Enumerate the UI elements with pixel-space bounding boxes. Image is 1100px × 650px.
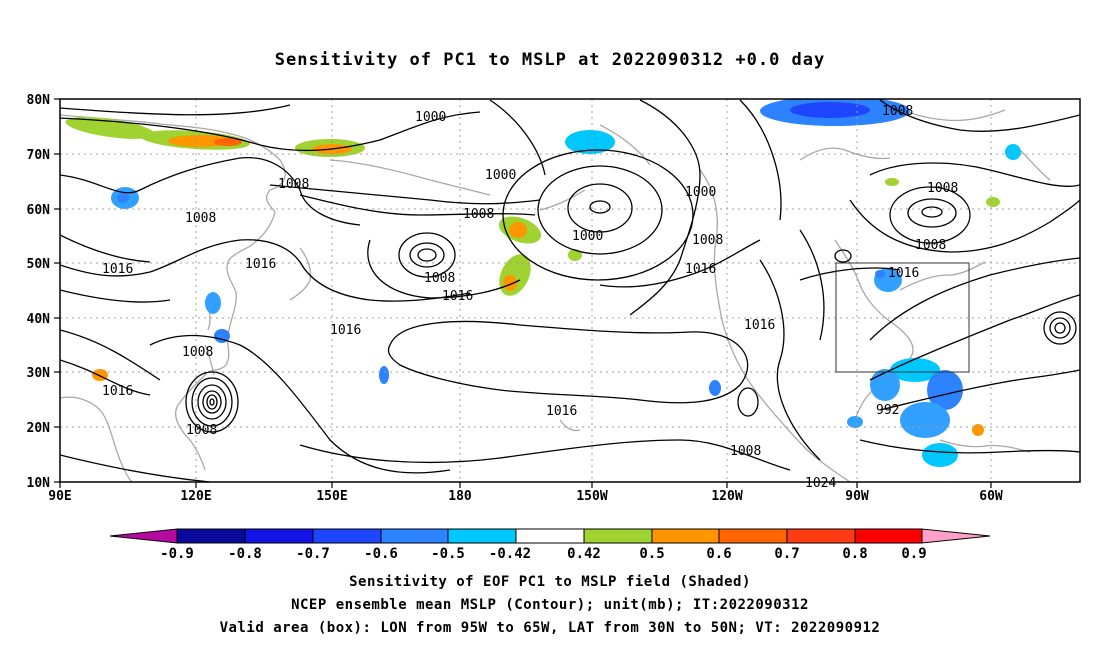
colorbar	[109, 528, 991, 544]
colorbar-cell	[583, 528, 653, 544]
latitude-axis: 80N 70N 60N 50N 40N 30N 20N 10N	[27, 93, 51, 491]
contour-label: 1000	[685, 185, 716, 200]
lat-label: 70N	[27, 148, 51, 163]
valid-area-box	[835, 262, 970, 373]
colorbar-cell	[312, 528, 382, 544]
colorbar-cell	[786, 528, 856, 544]
contour-label: 1008	[915, 238, 946, 253]
lat-label: 30N	[27, 366, 51, 381]
contour-label: 1008	[182, 345, 213, 360]
colorbar-cell	[109, 528, 178, 544]
colorbar-cell	[515, 528, 585, 544]
lon-label: 150E	[316, 489, 347, 504]
graticule	[60, 99, 1080, 482]
contour-label: 1016	[102, 262, 133, 277]
contour-label: 1008	[730, 444, 761, 459]
colorbar-cell	[176, 528, 246, 544]
colorbar-label: 0.8	[842, 546, 867, 562]
colorbar-label: -0.8	[228, 546, 262, 562]
colorbar-cell	[244, 528, 314, 544]
caption-contour: NCEP ensemble mean MSLP (Contour); unit(…	[291, 597, 809, 613]
map-frame	[59, 98, 1081, 483]
contour-label: 1008	[463, 207, 494, 222]
lon-label: 120W	[711, 489, 742, 504]
lon-label: 120E	[180, 489, 211, 504]
colorbar-label: -0.9	[160, 546, 194, 562]
colorbar-label: -0.6	[364, 546, 398, 562]
lon-label: 90E	[48, 489, 71, 504]
lon-label: 90W	[845, 489, 869, 504]
contour-label: 1008	[692, 233, 723, 248]
lat-label: 60N	[27, 203, 51, 218]
contour-label: 1008	[278, 177, 309, 192]
contour-label: 992	[876, 403, 899, 418]
colorbar-cell	[380, 528, 449, 544]
contour-label: 1016	[546, 404, 577, 419]
colorbar-label: -0.42	[489, 546, 531, 562]
colorbar-label: 0.9	[901, 546, 926, 562]
colorbar-label: 0.5	[639, 546, 664, 562]
contour-label: 1016	[888, 266, 919, 281]
contour-label: 1024	[805, 476, 836, 491]
colorbar-cell	[651, 528, 720, 544]
colorbar-label: 0.7	[774, 546, 799, 562]
contour-label: 1000	[485, 168, 516, 183]
caption-valid-area: Valid area (box): LON from 95W to 65W, L…	[219, 620, 881, 636]
lon-label: 60W	[979, 489, 1003, 504]
colorbar-labels: -0.9 -0.8 -0.7 -0.6 -0.5 -0.42 0.42 0.5 …	[160, 546, 927, 562]
colorbar-label: -0.5	[431, 546, 465, 562]
lat-label: 10N	[27, 476, 51, 491]
longitude-axis: 90E 120E 150E 180 150W 120W 90W 60W	[48, 489, 1003, 504]
lat-label: 40N	[27, 312, 51, 327]
colorbar-label: 0.42	[567, 546, 601, 562]
contour-labels: 1000 1000 1000 1008 1008 1008 1008 1008 …	[102, 104, 958, 491]
contour-label: 1000	[415, 110, 446, 125]
contour-label: 1016	[442, 289, 473, 304]
colorbar-label: -0.7	[296, 546, 330, 562]
lat-label: 50N	[27, 257, 51, 272]
contour-label: 1016	[744, 318, 775, 333]
contour-label: 1016	[102, 384, 133, 399]
contour-label: 1008	[882, 104, 913, 119]
lon-label: 150W	[576, 489, 607, 504]
caption-shading: Sensitivity of EOF PC1 to MSLP field (Sh…	[349, 574, 751, 590]
lat-label: 20N	[27, 421, 51, 436]
lat-label: 80N	[27, 93, 51, 108]
colorbar-cell	[718, 528, 788, 544]
colorbar-cell	[854, 528, 923, 544]
colorbar-label: 0.6	[706, 546, 731, 562]
mslp-contours	[60, 99, 1080, 482]
contour-label: 1008	[186, 423, 217, 438]
lon-label: 180	[448, 489, 472, 504]
colorbar-cell	[921, 528, 991, 544]
contour-label: 1008	[424, 271, 455, 286]
colorbar-cell	[447, 528, 517, 544]
contour-label: 1008	[185, 211, 216, 226]
latitude-ticks	[54, 98, 992, 488]
contour-label: 1016	[685, 262, 716, 277]
contour-label: 1000	[572, 229, 603, 244]
map-title: Sensitivity of PC1 to MSLP at 2022090312…	[274, 50, 826, 70]
contour-label: 1008	[927, 181, 958, 196]
contour-label: 1016	[245, 257, 276, 272]
contour-label: 1016	[330, 323, 361, 338]
